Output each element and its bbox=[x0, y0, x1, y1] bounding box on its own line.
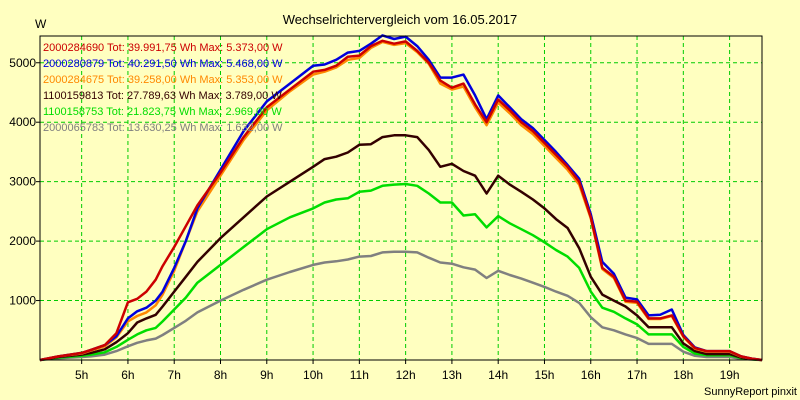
footer-credit: SunnyReport pinxit bbox=[704, 386, 797, 398]
legend-entry-2000280879: 2000280879 Tot: 40.291,50 Wh Max: 5.468,… bbox=[43, 58, 283, 70]
x-tick-label: 10h bbox=[303, 368, 323, 382]
x-tick-label: 14h bbox=[488, 368, 508, 382]
series-line-2000280879 bbox=[39, 34, 763, 362]
x-tick-label: 11h bbox=[350, 368, 369, 382]
series-line-2000284690 bbox=[39, 39, 763, 362]
y-tick-label: 2000 bbox=[9, 234, 36, 248]
x-tick-label: 9h bbox=[260, 368, 273, 382]
legend-entry-2000284675: 2000284675 Tot: 39.258,00 Wh Max: 5.353,… bbox=[43, 74, 283, 86]
x-tick-label: 18h bbox=[673, 368, 693, 382]
series-line-2000065783 bbox=[39, 250, 763, 362]
x-tick-label: 8h bbox=[214, 368, 227, 382]
y-tick-label: 5000 bbox=[9, 56, 36, 70]
y-tick-label: 4000 bbox=[9, 115, 36, 129]
plot-frame bbox=[39, 35, 763, 361]
chart-title: Wechselrichtervergleich vom 16.05.2017 bbox=[283, 12, 518, 27]
y-axis-label: W bbox=[35, 17, 47, 31]
y-tick-label: 3000 bbox=[9, 175, 36, 189]
grid-layer bbox=[40, 36, 762, 360]
legend-entry-2000065783: 2000065783 Tot: 13.630,25 Wh Max: 1.632,… bbox=[43, 122, 283, 134]
y-tick-label: 1000 bbox=[9, 294, 36, 308]
x-tick-label: 15h bbox=[534, 368, 554, 382]
series-line-1100159813 bbox=[39, 134, 763, 362]
x-tick-label: 16h bbox=[581, 368, 601, 382]
x-tick-label: 17h bbox=[627, 368, 647, 382]
x-tick-label: 19h bbox=[720, 368, 740, 382]
x-tick-label: 6h bbox=[121, 368, 134, 382]
ticks-layer: 5h 6h 7h 8h 9h 10h 11h 12h 13h 14h 15h 16h 17h 18h 19h… bbox=[9, 56, 739, 382]
legend-layer: 2000284690 Tot: 39.991,75 Wh Max: 5.373,… bbox=[43, 42, 283, 134]
series-line-1100158753 bbox=[39, 182, 763, 362]
series-layer bbox=[39, 34, 763, 362]
x-tick-label: 5h bbox=[75, 368, 88, 382]
x-tick-label: 13h bbox=[442, 368, 462, 382]
legend-entry-1100158753: 1100158753 Tot: 21.823,75 Wh Max: 2.969,… bbox=[43, 106, 282, 118]
x-tick-label: 12h bbox=[396, 368, 416, 382]
legend-entry-2000284690: 2000284690 Tot: 39.991,75 Wh Max: 5.373,… bbox=[43, 42, 283, 54]
x-tick-label: 7h bbox=[168, 368, 181, 382]
legend-entry-1100159813: 1100159813 Tot: 27.789,63 Wh Max: 3.789,… bbox=[43, 90, 282, 102]
